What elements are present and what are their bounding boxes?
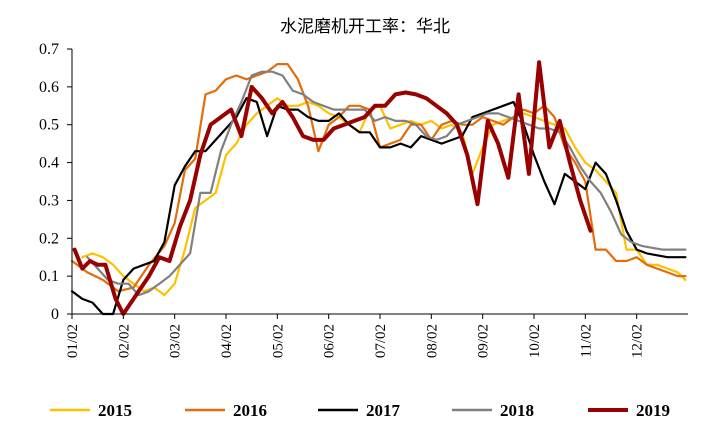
- legend-label-2015: 2015: [98, 401, 132, 420]
- legend-label-2019: 2019: [636, 401, 670, 420]
- y-tick-label: 0.7: [39, 41, 59, 58]
- y-tick-label: 0.6: [39, 79, 59, 96]
- legend: 2015 2016 2017 2018 2019: [50, 401, 670, 420]
- legend-label-2018: 2018: [500, 401, 534, 420]
- y-tick-label: 0.1: [39, 268, 59, 285]
- x-tick-label: 09/02: [476, 324, 492, 358]
- x-tick-label: 02/02: [116, 324, 132, 358]
- series-lines: [70, 60, 687, 316]
- series-line-2018: [86, 70, 687, 297]
- y-tick-label: 0.2: [39, 230, 59, 247]
- series-line-2016: [70, 62, 687, 293]
- chart-title: 水泥磨机开工率：华北: [280, 17, 450, 37]
- y-tick-label: 0.5: [39, 117, 59, 134]
- x-tick-label: 07/02: [373, 324, 389, 358]
- x-tick-label: 08/02: [424, 324, 440, 358]
- y-tick-label: 0: [51, 306, 59, 323]
- x-tick-label: 06/02: [322, 324, 338, 358]
- x-tick-label: 04/02: [219, 324, 235, 358]
- x-tick-label: 03/02: [168, 324, 184, 358]
- legend-label-2017: 2017: [366, 401, 401, 420]
- x-axis-ticks: 01/02 02/02 03/02 04/02 05/02 06/02 07/02 08/02…: [65, 314, 646, 358]
- x-tick-label: 10/02: [527, 324, 543, 358]
- y-tick-label: 0.3: [39, 192, 59, 209]
- series-line-2017: [70, 97, 687, 316]
- series-line-2019: [72, 60, 593, 316]
- x-tick-label: 05/02: [270, 324, 286, 358]
- y-axis-ticks: 0 0.1 0.2 0.3 0.4 0.5 0.6 0.7: [39, 41, 72, 323]
- y-tick-label: 0.4: [39, 155, 59, 172]
- legend-label-2016: 2016: [233, 401, 267, 420]
- x-tick-label: 12/02: [630, 324, 646, 358]
- x-tick-label: 11/02: [578, 324, 594, 358]
- x-tick-label: 01/02: [65, 324, 81, 358]
